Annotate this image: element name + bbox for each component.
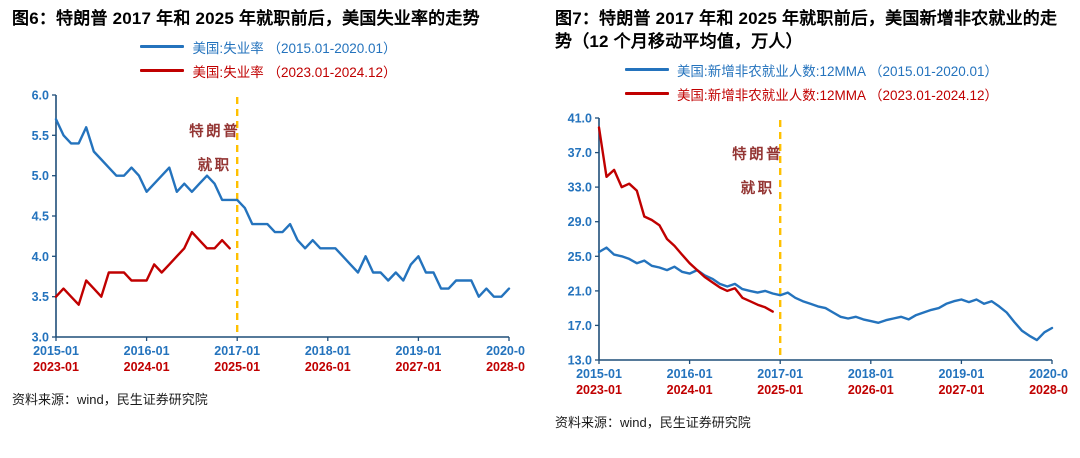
svg-text:2027-01: 2027-01 (395, 360, 441, 374)
svg-text:3.5: 3.5 (32, 290, 49, 304)
svg-text:25.0: 25.0 (568, 250, 592, 264)
svg-text:2015-01: 2015-01 (33, 344, 79, 358)
svg-text:2025-01: 2025-01 (214, 360, 260, 374)
legend-item-red: 美国:失业率 （2023.01-2024.12） (140, 61, 397, 81)
svg-text:2024-01: 2024-01 (667, 383, 713, 397)
svg-text:2019-01: 2019-01 (938, 367, 984, 381)
figure6-title: 图6：特朗普 2017 年和 2025 年就职前后，美国失业率的走势 (12, 9, 480, 28)
inauguration-annotation: 特朗普 (732, 145, 783, 163)
blue-line-swatch (140, 45, 185, 49)
svg-text:3.0: 3.0 (32, 330, 49, 344)
svg-text:2025-01: 2025-01 (757, 383, 803, 397)
legend-label-blue: 美国:新增非农就业人数:12MMA （2015.01-2020.01） (676, 63, 999, 79)
unemployment-rate-chart: 3.0 3.5 4.0 4.5 5.0 5.5 6.0 2015-01 2023-01 2016-… (12, 85, 532, 385)
figure7-panel: 图7：特朗普 2017 年和 2025 年就职前后，美国新增非农就业的走势（12… (555, 8, 1075, 458)
figure6-source-note: 资料来源：wind，民生证券研究院 (12, 391, 208, 407)
svg-text:2023-01: 2023-01 (33, 360, 79, 374)
inauguration-annotation: 特朗普 (189, 122, 240, 140)
svg-text:13.0: 13.0 (568, 353, 592, 367)
legend-label-red: 美国:新增非农就业人数:12MMA （2023.01-2024.12） (676, 87, 999, 103)
svg-text:2016-01: 2016-01 (667, 367, 713, 381)
red-line-swatch (624, 92, 669, 96)
red-line-swatch (140, 69, 185, 73)
svg-text:2020-01: 2020-01 (486, 344, 525, 358)
series-line (597, 246, 1054, 342)
svg-text:2026-01: 2026-01 (305, 360, 351, 374)
svg-text:2018-01: 2018-01 (848, 367, 894, 381)
svg-text:21.0: 21.0 (568, 284, 592, 298)
legend-label-red: 美国:失业率 （2023.01-2024.12） (192, 64, 397, 80)
series-line (54, 230, 231, 306)
svg-text:5.0: 5.0 (32, 169, 49, 183)
svg-text:33.0: 33.0 (568, 180, 592, 194)
svg-text:2028-01: 2028-01 (1029, 383, 1068, 397)
svg-text:2020-01: 2020-01 (1029, 367, 1068, 381)
svg-text:2015-01: 2015-01 (576, 367, 622, 381)
figure6-panel: 图6：特朗普 2017 年和 2025 年就职前后，美国失业率的走势 美国:失业… (12, 8, 532, 458)
series-line (54, 117, 511, 298)
svg-text:2019-01: 2019-01 (395, 344, 441, 358)
inauguration-annotation: 就职 (741, 179, 775, 197)
svg-text:2018-01: 2018-01 (305, 344, 351, 358)
nonfarm-payrolls-chart: 13.0 17.0 21.0 25.0 29.0 33.0 37.0 41.0 2015-01 2… (555, 108, 1075, 408)
figure7-legend: 美国:新增非农就业人数:12MMA （2015.01-2020.01） 美国:新… (555, 60, 1068, 104)
svg-text:4.0: 4.0 (32, 250, 49, 264)
figure6-legend: 美国:失业率 （2015.01-2020.01） 美国:失业率 （2023.01… (12, 37, 525, 81)
svg-text:2017-01: 2017-01 (757, 367, 803, 381)
svg-text:5.5: 5.5 (32, 129, 49, 143)
legend-item-blue: 美国:失业率 （2015.01-2020.01） (140, 37, 397, 57)
legend-item-red: 美国:新增非农就业人数:12MMA （2023.01-2024.12） (624, 84, 999, 104)
svg-text:4.5: 4.5 (32, 209, 49, 223)
svg-text:2028-01: 2028-01 (486, 360, 525, 374)
svg-text:6.0: 6.0 (32, 88, 49, 102)
inauguration-annotation: 就职 (198, 156, 232, 174)
svg-text:2027-01: 2027-01 (938, 383, 984, 397)
svg-text:37.0: 37.0 (568, 146, 592, 160)
svg-text:2026-01: 2026-01 (848, 383, 894, 397)
figure7-title: 图7：特朗普 2017 年和 2025 年就职前后，美国新增非农就业的走势（12… (555, 9, 1058, 51)
svg-text:2023-01: 2023-01 (576, 383, 622, 397)
svg-text:29.0: 29.0 (568, 215, 592, 229)
series-line (597, 126, 774, 313)
blue-line-swatch (624, 68, 669, 72)
svg-text:2024-01: 2024-01 (124, 360, 170, 374)
svg-text:2017-01: 2017-01 (214, 344, 260, 358)
legend-label-blue: 美国:失业率 （2015.01-2020.01） (192, 40, 397, 56)
svg-text:2016-01: 2016-01 (124, 344, 170, 358)
svg-text:17.0: 17.0 (568, 319, 592, 333)
legend-item-blue: 美国:新增非农就业人数:12MMA （2015.01-2020.01） (624, 60, 999, 80)
svg-text:41.0: 41.0 (568, 111, 592, 125)
figure7-source-note: 资料来源：wind，民生证券研究院 (555, 414, 751, 430)
